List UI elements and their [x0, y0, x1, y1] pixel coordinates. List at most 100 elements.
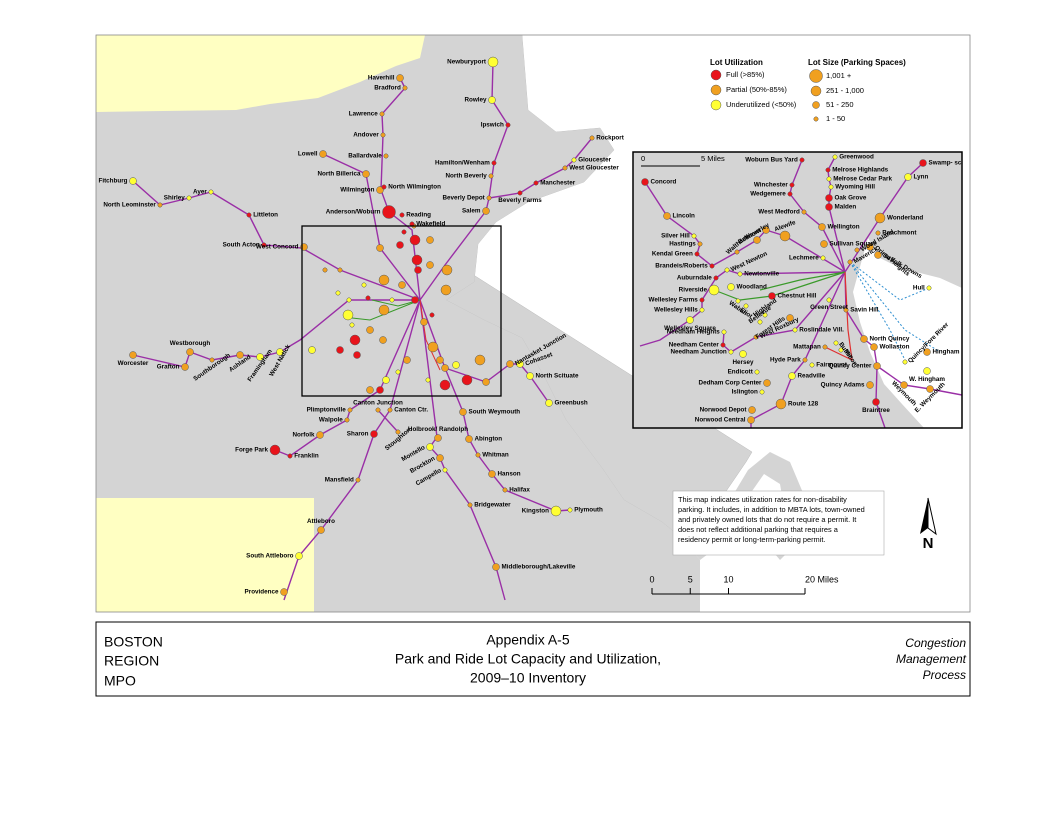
- lot-marker: [699, 297, 705, 303]
- legend-swatch: [810, 85, 822, 97]
- rail-line: [844, 162, 924, 273]
- lot-marker: [902, 359, 908, 365]
- lot-marker: [425, 377, 431, 383]
- lot-marker: [779, 230, 791, 242]
- station-label: North Scituate: [536, 373, 580, 380]
- ferry-route: [849, 261, 941, 353]
- station-label: Brandeis/Roberts: [655, 263, 708, 270]
- station-label: Canton Junction: [353, 399, 403, 406]
- rail-line: [377, 409, 399, 433]
- station-label: Reading: [406, 212, 431, 219]
- station-label: Quincy Center: [828, 363, 872, 370]
- station-label: Needham Junction: [670, 349, 726, 356]
- legend-label: 1,001 +: [826, 71, 852, 80]
- lot-marker: [426, 443, 434, 451]
- note-line: parking. It includes, in addition to MBT…: [678, 505, 865, 514]
- station-label: Malden: [835, 204, 857, 211]
- lot-marker: [727, 283, 735, 291]
- station-label: Manchester: [540, 180, 576, 187]
- north-label: N: [923, 535, 934, 552]
- station-label: Silver Hill: [661, 233, 690, 240]
- inset-map: Concord Woburn Bus Yard Greenwood Swamp- sc…: [632, 151, 963, 429]
- lot-marker: [409, 234, 421, 246]
- lot-marker: [789, 182, 795, 188]
- station-label: Wyoming Hill: [835, 184, 875, 191]
- lot-marker: [686, 316, 694, 324]
- lot-marker: [383, 153, 389, 159]
- lot-marker: [308, 346, 316, 354]
- footer-title: 2009–10 Inventory: [470, 670, 586, 686]
- lot-marker: [349, 334, 361, 346]
- station-label: Hersey: [732, 359, 754, 366]
- footer-right: Congestion: [905, 636, 966, 650]
- station-label: Beachmont: [882, 230, 917, 237]
- station-label: South Weymouth: [469, 409, 521, 416]
- north-arrow-shape: [927, 497, 937, 536]
- lot-marker: [322, 267, 328, 273]
- lot-marker: [843, 307, 849, 313]
- station-label: Greenwood: [839, 154, 874, 161]
- lot-marker: [342, 309, 354, 321]
- lot-marker: [833, 340, 839, 346]
- lot-marker: [720, 342, 726, 348]
- lot-marker: [517, 190, 523, 196]
- lot-marker: [516, 360, 524, 368]
- station-label: Westborough: [170, 340, 211, 347]
- station-label: Beverly Depot: [442, 195, 485, 202]
- lot-marker: [382, 376, 390, 384]
- legend-swatch: [809, 69, 823, 83]
- scale-label: 20 Miles: [805, 574, 839, 584]
- lot-marker: [757, 319, 763, 325]
- lot-marker: [825, 194, 833, 202]
- note-line: residency permit or long-term-parking pe…: [678, 535, 825, 544]
- lot-marker: [399, 212, 405, 218]
- lot-marker: [492, 563, 500, 571]
- lot-marker: [919, 159, 927, 167]
- station-label: Readville: [798, 373, 826, 380]
- new-hampshire: [96, 35, 425, 112]
- station-label: Winchester: [754, 182, 788, 189]
- lot-marker: [181, 363, 189, 371]
- lot-markers: [129, 56, 595, 596]
- lot-marker: [870, 343, 878, 351]
- station-label: Melrose Cedar Park: [833, 176, 892, 183]
- lot-marker: [487, 56, 499, 68]
- lot-marker: [382, 205, 396, 219]
- lot-marker: [663, 212, 671, 220]
- scale-label: 5: [688, 574, 693, 584]
- footer-title: Appendix A-5: [486, 632, 569, 648]
- lot-marker: [347, 407, 353, 413]
- legend-label: 251 - 1,000: [826, 86, 864, 95]
- station-label: Halifax: [509, 487, 530, 494]
- station-label: Wilmington: [340, 187, 374, 194]
- legend-label: 51 - 250: [826, 100, 854, 109]
- note-box: [672, 490, 885, 556]
- station-label: Wonderland: [887, 215, 923, 222]
- station-label: Norfolk: [292, 432, 315, 439]
- station-label: Hyde Park: [770, 357, 801, 364]
- lot-marker: [261, 242, 267, 248]
- lot-marker: [809, 362, 815, 368]
- station-label: Bradford: [374, 85, 401, 92]
- lot-marker: [370, 430, 378, 438]
- lot-marker: [482, 207, 490, 215]
- station-label: Oak Grove: [835, 195, 867, 202]
- lot-marker: [355, 477, 361, 483]
- lot-marker: [734, 249, 740, 255]
- station-label: Quincy Adams: [821, 382, 865, 389]
- station-label: Haverhill: [368, 75, 395, 82]
- lot-marker: [378, 304, 390, 316]
- station-label: Norwood Central: [695, 417, 746, 424]
- station-label: South Attleboro: [246, 553, 293, 560]
- station-label: Lowell: [298, 151, 318, 158]
- station-label: Mansfield: [325, 477, 354, 484]
- lot-marker: [459, 408, 467, 416]
- station-label: Green Street: [810, 304, 849, 311]
- station-label: Wellesley Square: [664, 325, 716, 332]
- lot-marker: [317, 526, 325, 534]
- lot-marker: [486, 195, 492, 201]
- lot-marker: [256, 353, 264, 361]
- lot-marker: [820, 255, 826, 261]
- legend-label: Full (>85%): [726, 70, 765, 79]
